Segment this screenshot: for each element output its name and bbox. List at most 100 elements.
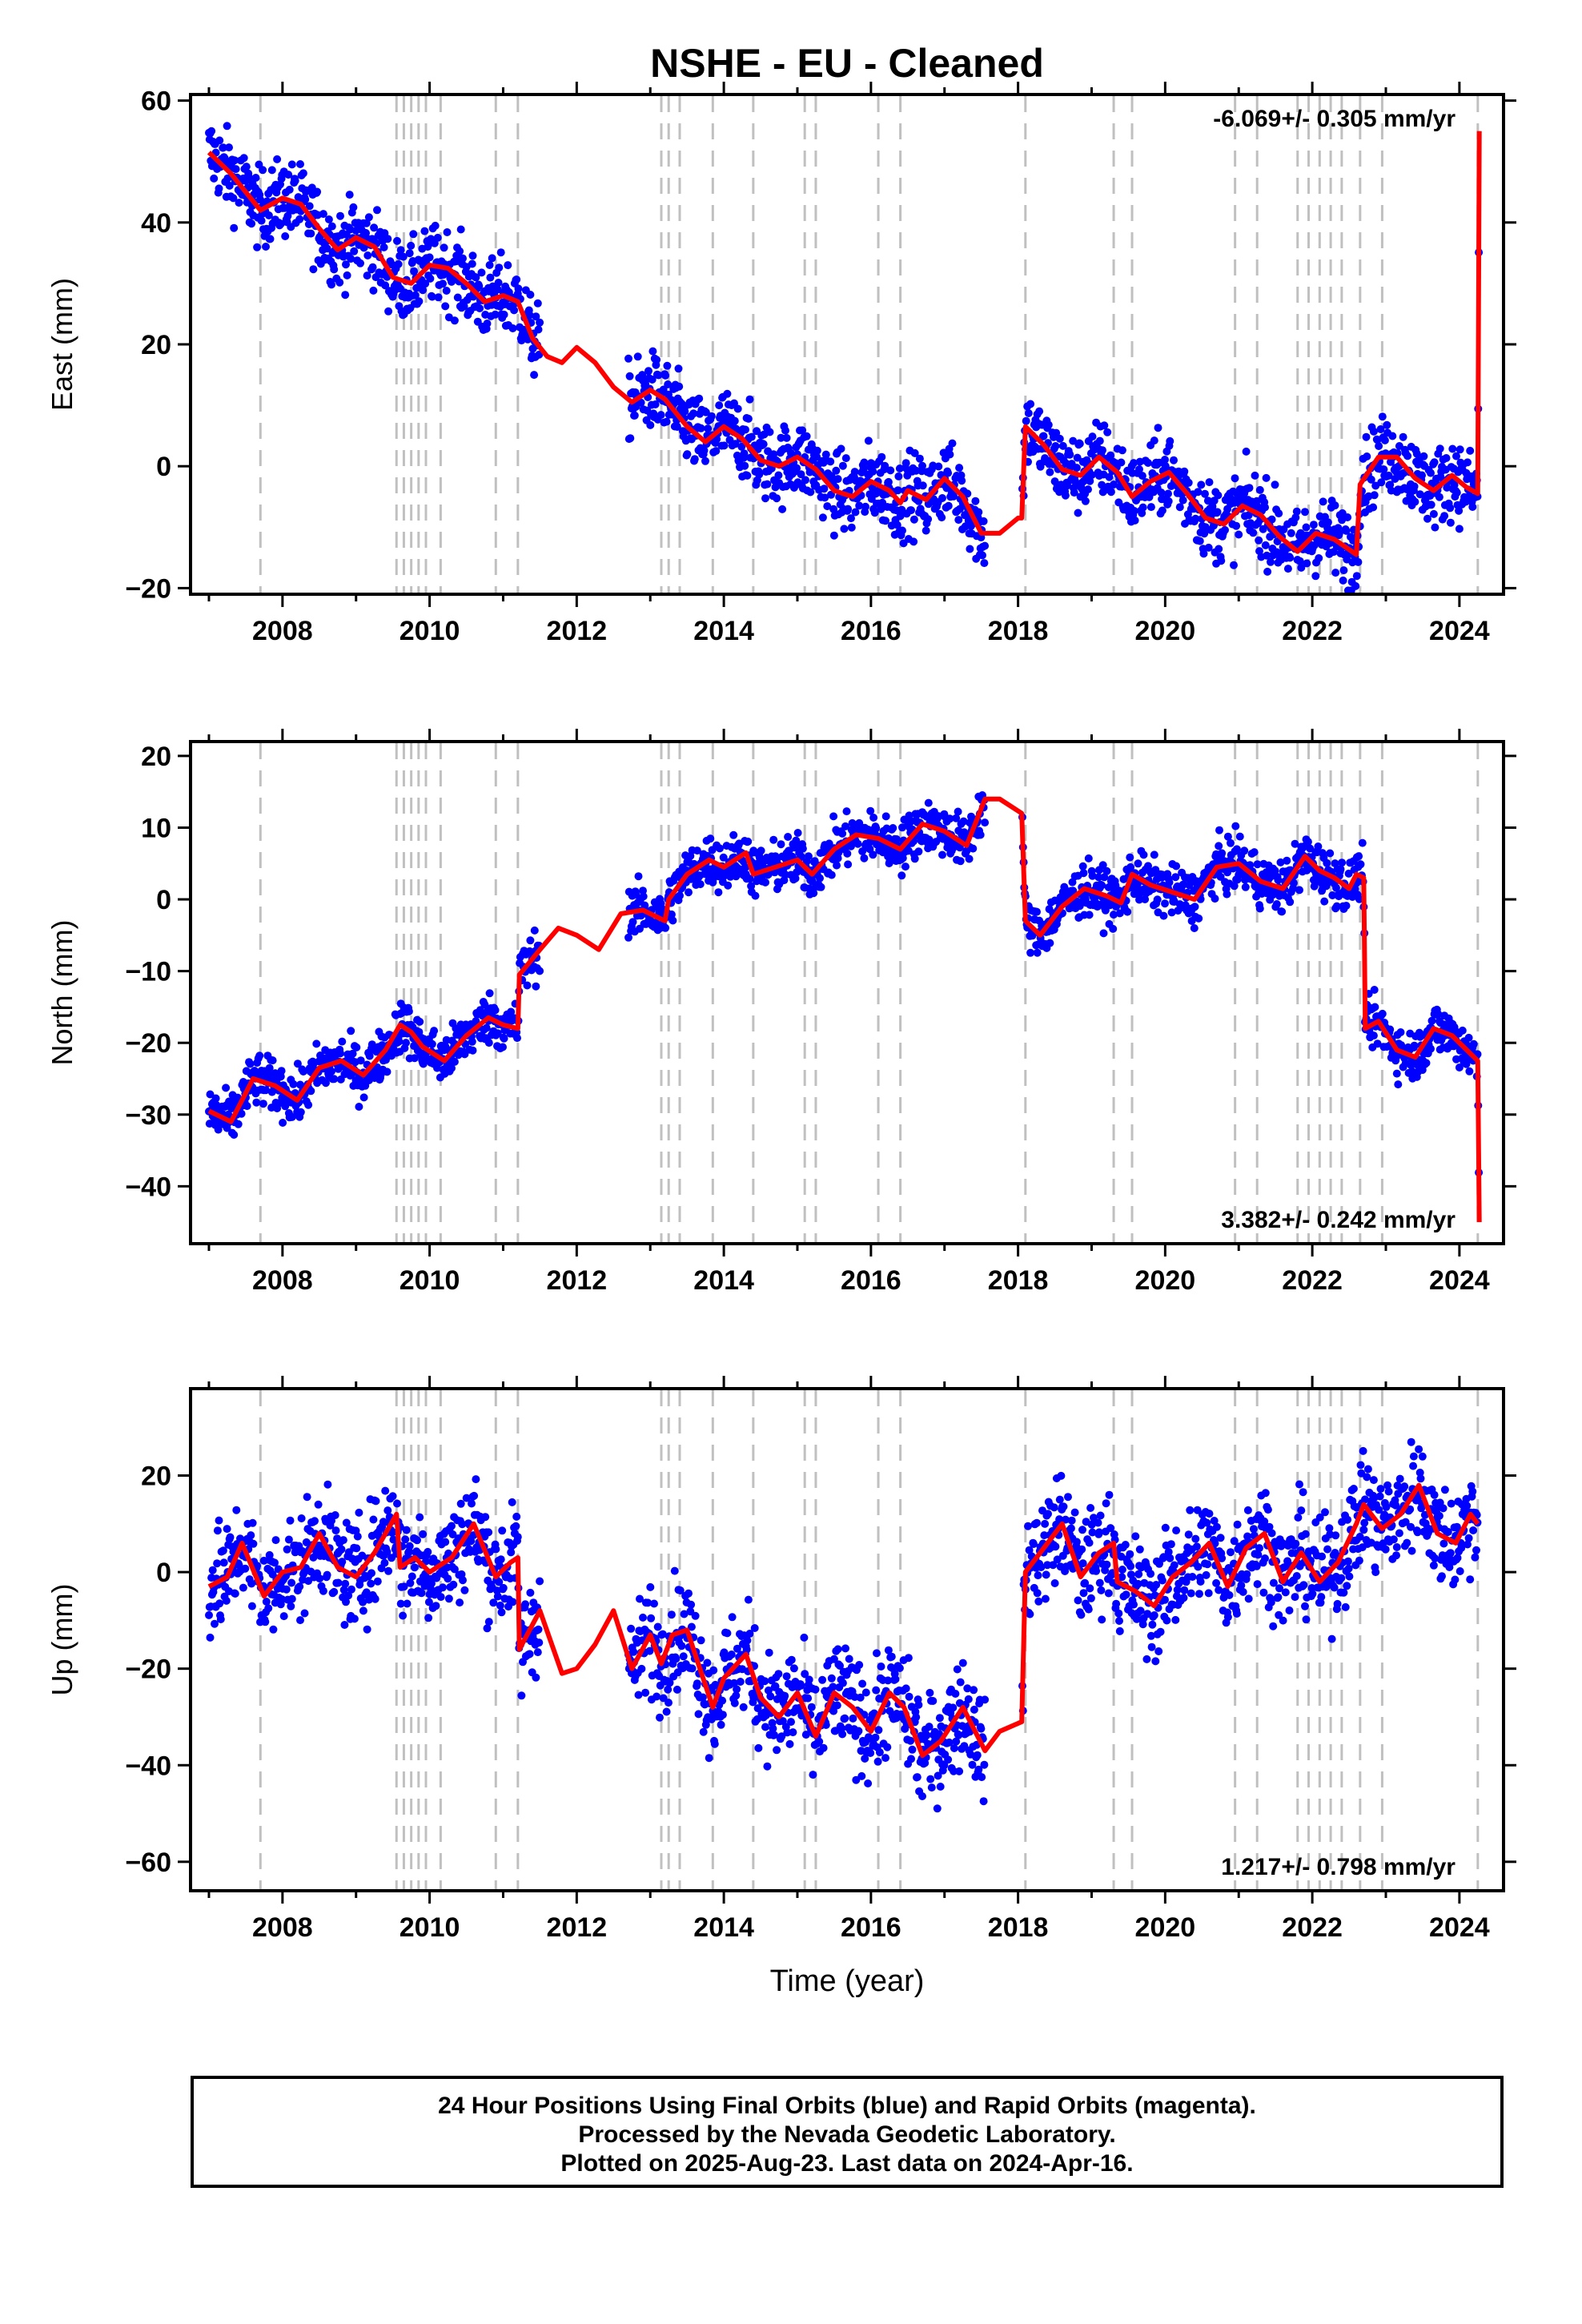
data-point bbox=[940, 1761, 949, 1770]
data-point bbox=[1380, 436, 1389, 444]
data-point bbox=[1440, 512, 1449, 521]
data-point bbox=[844, 860, 853, 869]
data-point bbox=[954, 1731, 963, 1739]
data-point bbox=[774, 471, 783, 480]
data-point bbox=[926, 1688, 934, 1697]
data-point bbox=[1230, 561, 1238, 569]
data-point bbox=[874, 1726, 883, 1735]
data-point bbox=[211, 1619, 219, 1628]
data-point bbox=[300, 1609, 309, 1618]
data-point bbox=[1227, 838, 1235, 847]
data-point bbox=[827, 870, 836, 879]
data-point bbox=[417, 1589, 426, 1598]
data-point bbox=[381, 1486, 390, 1495]
data-point bbox=[894, 472, 903, 480]
data-point bbox=[793, 464, 801, 472]
data-point bbox=[1435, 444, 1444, 453]
data-point bbox=[782, 433, 791, 442]
data-point bbox=[1118, 446, 1126, 455]
data-point bbox=[978, 551, 986, 560]
data-point bbox=[1271, 866, 1279, 875]
data-point bbox=[897, 871, 906, 880]
data-point bbox=[836, 1662, 844, 1670]
data-point bbox=[821, 493, 829, 502]
data-point bbox=[951, 1690, 960, 1698]
rate-annotation: 3.382+/- 0.242 mm/yr bbox=[1221, 1207, 1456, 1233]
data-point bbox=[650, 1599, 658, 1608]
data-point bbox=[901, 862, 909, 871]
data-point bbox=[214, 1125, 223, 1134]
data-point bbox=[500, 310, 508, 319]
data-point bbox=[319, 210, 327, 219]
data-point bbox=[770, 1731, 778, 1739]
data-point bbox=[707, 412, 716, 420]
data-point bbox=[271, 1558, 279, 1567]
data-point bbox=[647, 1614, 656, 1622]
data-point bbox=[433, 233, 442, 242]
data-point bbox=[1338, 858, 1347, 867]
data-point bbox=[359, 1606, 367, 1615]
data-point bbox=[232, 1506, 241, 1514]
data-point bbox=[223, 122, 231, 131]
data-point bbox=[733, 1685, 741, 1694]
data-point bbox=[441, 302, 450, 311]
data-point bbox=[491, 1006, 500, 1015]
data-point bbox=[322, 1079, 330, 1088]
data-point bbox=[743, 1636, 752, 1645]
data-point bbox=[1171, 873, 1180, 882]
data-point bbox=[861, 502, 869, 511]
data-point bbox=[1072, 464, 1081, 472]
data-point bbox=[289, 1080, 298, 1088]
data-point bbox=[815, 1737, 824, 1746]
data-point bbox=[488, 254, 496, 263]
data-point bbox=[1084, 485, 1092, 494]
data-point bbox=[297, 1514, 306, 1522]
data-point bbox=[924, 798, 933, 807]
data-point bbox=[1086, 476, 1094, 485]
data-point bbox=[1135, 465, 1143, 473]
data-point bbox=[944, 1755, 953, 1764]
data-point bbox=[483, 320, 492, 328]
data-point bbox=[428, 1039, 436, 1048]
data-point bbox=[958, 1659, 967, 1667]
data-point bbox=[829, 1707, 838, 1715]
data-point bbox=[720, 441, 729, 450]
data-point bbox=[419, 1530, 428, 1538]
data-point bbox=[1191, 514, 1200, 523]
data-point bbox=[800, 1633, 809, 1642]
data-point bbox=[472, 273, 480, 282]
data-point bbox=[439, 1583, 447, 1592]
data-point bbox=[744, 837, 753, 846]
data-point bbox=[468, 1499, 476, 1508]
data-point bbox=[1410, 1041, 1419, 1050]
data-point bbox=[408, 1572, 416, 1581]
data-point bbox=[424, 1547, 432, 1556]
data-point bbox=[1303, 559, 1311, 568]
data-point bbox=[1263, 567, 1272, 576]
data-point bbox=[380, 1558, 389, 1567]
data-point bbox=[1081, 497, 1090, 505]
data-point bbox=[223, 1525, 231, 1534]
data-point bbox=[448, 1063, 456, 1072]
data-point bbox=[872, 1686, 881, 1695]
data-point bbox=[886, 466, 895, 475]
data-point bbox=[1180, 467, 1189, 476]
data-point bbox=[314, 1500, 323, 1509]
data-point bbox=[262, 1086, 270, 1095]
data-point bbox=[359, 1598, 367, 1606]
data-point bbox=[245, 173, 253, 182]
data-point bbox=[416, 1017, 424, 1026]
data-point bbox=[651, 400, 660, 408]
data-point bbox=[262, 243, 270, 251]
data-point bbox=[1223, 868, 1232, 877]
data-point bbox=[1287, 529, 1295, 537]
data-point bbox=[1403, 452, 1412, 460]
data-point bbox=[680, 1610, 689, 1618]
data-point bbox=[210, 174, 219, 183]
data-point bbox=[832, 466, 841, 475]
data-point bbox=[700, 446, 709, 455]
data-point bbox=[536, 1577, 544, 1586]
data-point bbox=[403, 1599, 412, 1608]
data-point bbox=[1271, 480, 1279, 489]
data-point bbox=[1272, 900, 1281, 908]
